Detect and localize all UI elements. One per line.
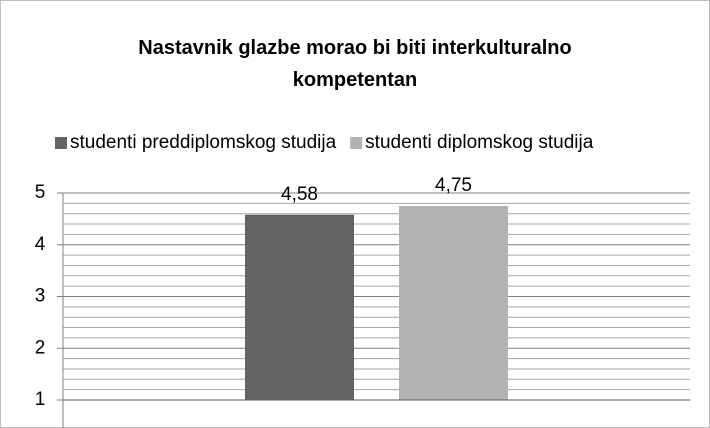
legend-swatch [350,137,363,149]
legend-label: studenti preddiplomskog studija [70,132,337,153]
legend-label: studenti diplomskog studija [365,132,594,153]
y-tick-label: 2 [35,337,46,358]
y-tick-label: 3 [35,286,46,307]
chart-title: Nastavnik glazbe morao bi biti interkult… [138,37,572,91]
bar [399,205,508,400]
bar [245,214,354,400]
data-label: 4,75 [435,175,472,196]
y-tick-label: 1 [35,389,46,410]
y-tick-label: 4 [35,234,46,255]
legend-swatch [55,137,67,149]
y-tick-label: 5 [35,182,46,203]
data-label: 4,58 [281,184,318,205]
